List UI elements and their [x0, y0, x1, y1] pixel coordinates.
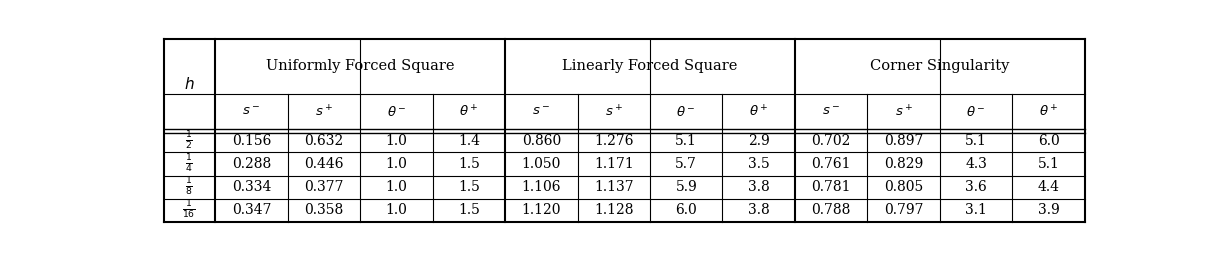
- Text: 0.334: 0.334: [231, 180, 272, 194]
- Text: Uniformly Forced Square: Uniformly Forced Square: [266, 59, 454, 73]
- Text: $s^+$: $s^+$: [605, 104, 622, 119]
- Text: 0.829: 0.829: [884, 157, 923, 171]
- Text: $s^+$: $s^+$: [315, 104, 333, 119]
- Text: Corner Singularity: Corner Singularity: [870, 59, 1010, 73]
- Text: 1.137: 1.137: [594, 180, 633, 194]
- Text: 5.1: 5.1: [965, 134, 987, 148]
- Text: 5.7: 5.7: [675, 157, 697, 171]
- Text: $\theta^-$: $\theta^-$: [966, 104, 987, 119]
- Text: 0.788: 0.788: [811, 203, 851, 217]
- Text: $\frac{1}{8}$: $\frac{1}{8}$: [185, 176, 194, 198]
- Text: $\theta^-$: $\theta^-$: [386, 104, 406, 119]
- Text: 1.5: 1.5: [458, 157, 480, 171]
- Text: $\theta^+$: $\theta^+$: [459, 104, 479, 119]
- Text: 1.276: 1.276: [594, 134, 633, 148]
- Text: 1.0: 1.0: [385, 180, 407, 194]
- Text: 4.4: 4.4: [1038, 180, 1060, 194]
- Text: 5.9: 5.9: [676, 180, 697, 194]
- Text: $\frac{1}{2}$: $\frac{1}{2}$: [185, 130, 194, 152]
- Text: 0.781: 0.781: [811, 180, 851, 194]
- Text: 6.0: 6.0: [1038, 134, 1060, 148]
- Text: 1.5: 1.5: [458, 203, 480, 217]
- Text: 0.761: 0.761: [811, 157, 851, 171]
- Text: 1.0: 1.0: [385, 203, 407, 217]
- Text: $s^-$: $s^-$: [242, 105, 261, 118]
- Text: $\theta^+$: $\theta^+$: [749, 104, 769, 119]
- Text: $\frac{1}{16}$: $\frac{1}{16}$: [183, 199, 196, 221]
- Text: 1.5: 1.5: [458, 180, 480, 194]
- Text: 1.171: 1.171: [594, 157, 633, 171]
- Text: 5.1: 5.1: [1038, 157, 1060, 171]
- Text: 0.288: 0.288: [231, 157, 272, 171]
- Text: 0.156: 0.156: [231, 134, 272, 148]
- Text: 1.120: 1.120: [521, 203, 561, 217]
- Text: 3.9: 3.9: [1038, 203, 1060, 217]
- Text: 1.4: 1.4: [458, 134, 480, 148]
- Text: 0.702: 0.702: [811, 134, 851, 148]
- Text: 1.106: 1.106: [521, 180, 561, 194]
- Text: 5.1: 5.1: [675, 134, 697, 148]
- Text: 1.0: 1.0: [385, 134, 407, 148]
- Text: 3.8: 3.8: [748, 180, 770, 194]
- Text: 1.050: 1.050: [521, 157, 561, 171]
- Text: 0.860: 0.860: [521, 134, 561, 148]
- Text: $\theta^-$: $\theta^-$: [676, 104, 697, 119]
- Text: 0.632: 0.632: [304, 134, 343, 148]
- Text: $\theta^+$: $\theta^+$: [1039, 104, 1058, 119]
- Text: 3.5: 3.5: [748, 157, 770, 171]
- Text: 2.9: 2.9: [748, 134, 770, 148]
- Text: 3.6: 3.6: [966, 180, 987, 194]
- Text: 3.8: 3.8: [748, 203, 770, 217]
- Text: $\frac{1}{4}$: $\frac{1}{4}$: [185, 153, 194, 175]
- Text: 6.0: 6.0: [676, 203, 697, 217]
- Text: 1.128: 1.128: [594, 203, 633, 217]
- Text: $h$: $h$: [184, 76, 195, 92]
- Text: 0.797: 0.797: [884, 203, 923, 217]
- Text: 0.358: 0.358: [304, 203, 343, 217]
- Text: 0.377: 0.377: [304, 180, 343, 194]
- Text: 0.805: 0.805: [884, 180, 923, 194]
- Text: 0.897: 0.897: [884, 134, 923, 148]
- Text: 0.446: 0.446: [304, 157, 343, 171]
- Text: $s^+$: $s^+$: [895, 104, 912, 119]
- Text: Linearly Forced Square: Linearly Forced Square: [563, 59, 738, 73]
- Text: $s^-$: $s^-$: [532, 105, 551, 118]
- Text: 4.3: 4.3: [965, 157, 987, 171]
- Text: $s^-$: $s^-$: [822, 105, 840, 118]
- Text: 3.1: 3.1: [965, 203, 987, 217]
- Text: 0.347: 0.347: [231, 203, 272, 217]
- Text: 1.0: 1.0: [385, 157, 407, 171]
